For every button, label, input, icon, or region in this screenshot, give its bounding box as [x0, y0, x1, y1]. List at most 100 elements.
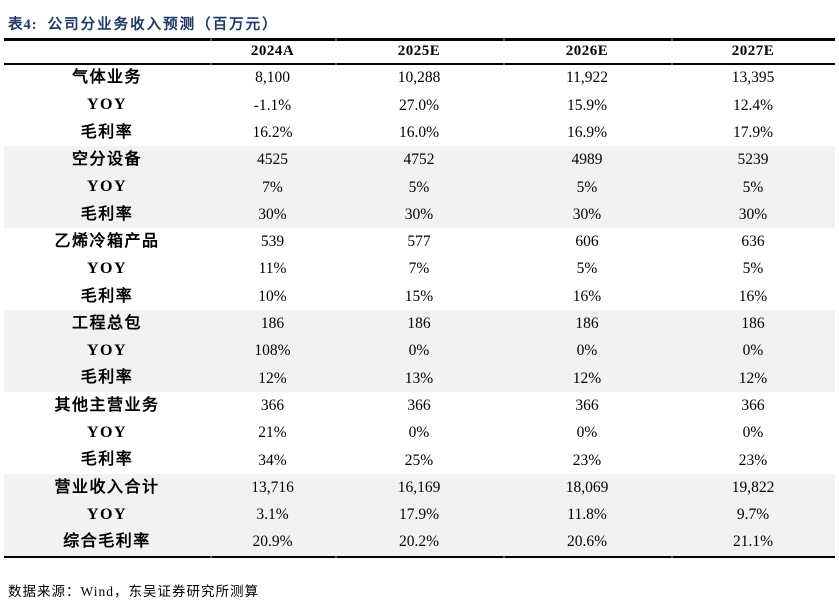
value-cell: 10% — [258, 287, 287, 305]
value-cell: 366 — [575, 396, 599, 414]
value-cell: 23% — [738, 451, 768, 469]
value-cell: 7% — [262, 178, 283, 196]
value-cell: 0% — [576, 342, 598, 360]
row-label: 工程总包 — [71, 314, 142, 332]
value-cell: 0% — [576, 424, 598, 442]
bottom-divider — [4, 555, 835, 559]
value-cell: 366 — [407, 396, 431, 414]
column-tick — [503, 555, 505, 559]
table-title: 表4: 公司分业务收入预测（百万元） — [0, 0, 839, 38]
value-cell: 16.2% — [252, 123, 293, 141]
value-cell: 16.0% — [398, 123, 440, 141]
row-label: YOY — [86, 505, 128, 523]
row-label: YOY — [86, 260, 128, 278]
table-number-label: 表4: — [8, 17, 38, 33]
value-cell: 186 — [407, 315, 431, 333]
value-cell: 13,395 — [731, 69, 775, 87]
value-cell: 12% — [258, 369, 287, 387]
value-cell: 539 — [260, 233, 285, 251]
value-cell: 0% — [742, 424, 764, 442]
table-row: 综合毛利率 20.9% 20.2% 20.6% 21.1% — [4, 529, 835, 556]
table-section: 空分设备 4525 4752 4989 5239 YOY 7% 5% 5% 5% 毛利率 30% 30%… — [4, 146, 835, 229]
column-tick — [335, 555, 337, 559]
row-label: YOY — [86, 342, 128, 360]
value-cell: 18,069 — [565, 478, 609, 496]
table-row: YOY 3.1% 17.9% 11.8% 9.7% — [4, 501, 835, 528]
row-label: YOY — [86, 178, 128, 196]
column-tick — [503, 38, 505, 41]
value-cell: 16.9% — [566, 123, 608, 141]
value-cell: 16% — [572, 287, 602, 305]
value-cell: 3.1% — [256, 506, 289, 524]
value-cell: 8,100 — [255, 69, 290, 87]
value-cell: 4752 — [403, 151, 435, 169]
header-cell-year: 2026E — [565, 43, 609, 59]
value-cell: 0% — [742, 342, 764, 360]
column-tick — [503, 62, 505, 65]
table-row: 毛利率 12% 13% 12% 12% — [4, 365, 835, 392]
value-cell: 5% — [408, 178, 430, 196]
value-cell: 10,288 — [397, 69, 441, 87]
value-cell: 4525 — [257, 151, 288, 169]
table-row: YOY 7% 5% 5% 5% — [4, 174, 835, 201]
value-cell: 19,822 — [731, 478, 775, 496]
value-cell: 366 — [741, 396, 765, 414]
value-cell: 366 — [260, 396, 285, 414]
table-caption: 公司分业务收入预测（百万元） — [47, 17, 279, 33]
table-row: 其他主营业务 366 366 366 366 — [4, 392, 835, 419]
column-tick — [210, 555, 212, 559]
value-cell: -1.1% — [253, 96, 292, 114]
table-section: 营业收入合计 13,716 16,169 18,069 19,822 YOY 3.1% 17.… — [4, 473, 835, 556]
row-label: 毛利率 — [80, 451, 134, 469]
table-row: YOY -1.1% 27.0% 15.9% 12.4% — [4, 92, 835, 119]
table-row: 空分设备 4525 4752 4989 5239 — [4, 146, 835, 173]
row-label: 其他主营业务 — [54, 396, 160, 414]
column-tick — [671, 38, 673, 41]
value-cell: 12% — [572, 369, 602, 387]
value-cell: 30% — [404, 205, 434, 223]
value-cell: 12.4% — [732, 96, 774, 114]
value-cell: 30% — [738, 205, 768, 223]
table-row: 毛利率 30% 30% 30% 30% — [4, 201, 835, 228]
value-cell: 17.9% — [398, 506, 440, 524]
value-cell: 30% — [572, 205, 602, 223]
table-header-row: 2024A 2025E 2026E 2027E — [4, 41, 835, 63]
column-tick — [671, 555, 673, 559]
value-cell: 34% — [258, 451, 287, 469]
row-label: 营业收入合计 — [54, 478, 160, 496]
row-label: YOY — [86, 96, 128, 114]
value-cell: 636 — [741, 233, 765, 251]
column-tick — [210, 38, 212, 41]
table-row: 毛利率 34% 25% 23% 23% — [4, 447, 835, 474]
value-cell: 20.9% — [252, 533, 293, 551]
value-cell: 9.7% — [736, 506, 770, 524]
value-cell: 21% — [258, 424, 287, 442]
column-tick — [671, 62, 673, 65]
table-section: 乙烯冷箱产品 539 577 606 636 YOY 11% 7% 5% 5% 毛利率 10% 15% 1… — [4, 228, 835, 311]
value-cell: 186 — [741, 315, 765, 333]
header-cell-year: 2027E — [731, 43, 775, 59]
table-section: 其他主营业务 366 366 366 366 YOY 21% 0% 0% 0% 毛利率 34% 25% 2… — [4, 392, 835, 474]
row-label: 气体业务 — [71, 69, 142, 87]
value-cell: 5% — [576, 260, 598, 278]
value-cell: 7% — [408, 260, 430, 278]
row-label: 乙烯冷箱产品 — [54, 232, 160, 250]
row-label: 毛利率 — [80, 205, 134, 223]
table-row: 气体业务 8,100 10,288 11,922 13,395 — [4, 65, 835, 92]
header-cell-year: 2025E — [397, 43, 441, 59]
header-divider — [4, 62, 835, 65]
row-label: 毛利率 — [80, 287, 134, 305]
table-body: 气体业务 8,100 10,288 11,922 13,395 YOY -1.1% 27.0%… — [4, 64, 835, 556]
row-label: 毛利率 — [80, 123, 134, 141]
value-cell: 5239 — [737, 151, 769, 169]
value-cell: 11.8% — [567, 506, 607, 524]
table-row: 工程总包 186 186 186 186 — [4, 310, 835, 337]
column-tick — [335, 38, 337, 41]
table-row: 毛利率 16.2% 16.0% 16.9% 17.9% — [4, 119, 835, 146]
value-cell: 15% — [404, 287, 434, 305]
value-cell: 11,922 — [565, 69, 609, 87]
value-cell: 23% — [572, 451, 602, 469]
table-row: 乙烯冷箱产品 539 577 606 636 — [4, 228, 835, 255]
column-tick — [210, 62, 212, 65]
header-cell-year: 2024A — [250, 43, 295, 59]
